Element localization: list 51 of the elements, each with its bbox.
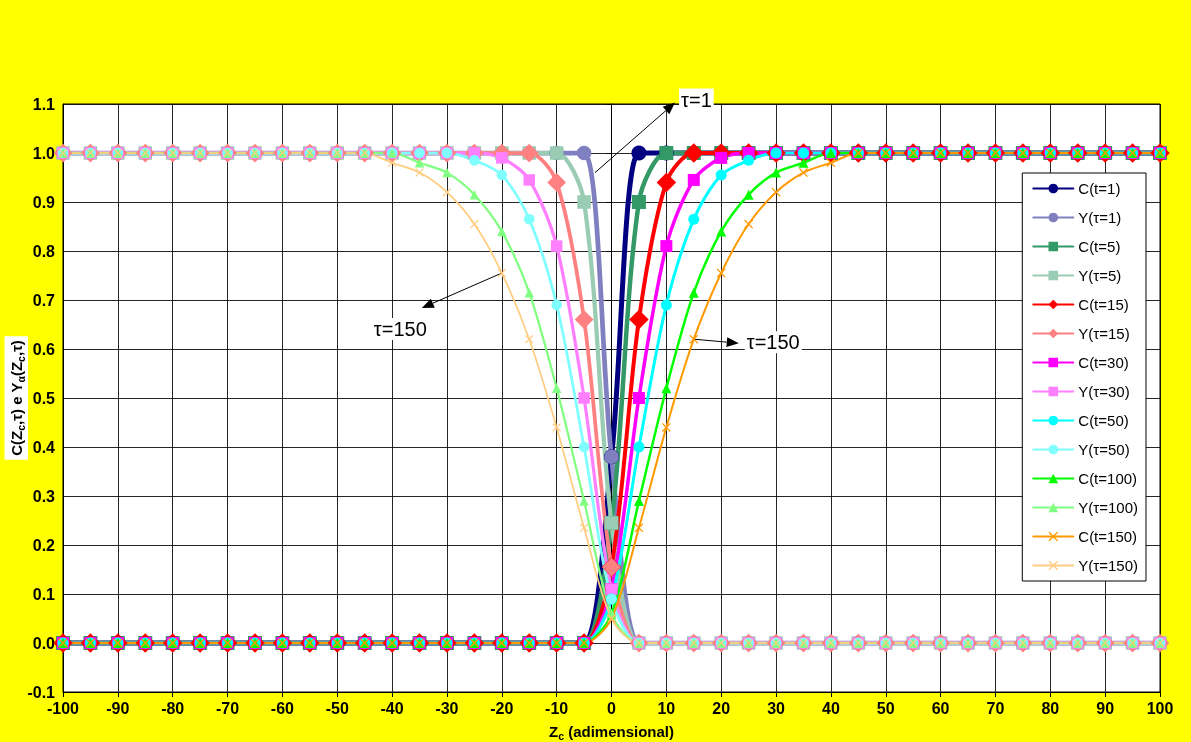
x-tick-label: 10 [657,699,676,717]
x-tick-label: -30 [435,699,459,717]
x-tick-label: 80 [1041,699,1060,717]
x-tick-label: 30 [767,699,786,717]
legend-label: Y(τ=150) [1078,557,1139,574]
y-tick-label: 0.4 [32,438,56,456]
x-tick-label: 40 [822,699,840,717]
legend-label: C(t=150) [1078,528,1138,545]
y-tick-label: 0.8 [32,242,56,260]
x-tick-label: -60 [270,699,295,717]
y-tick-label: 0.2 [32,536,56,554]
legend-label: Y(τ=30) [1078,383,1130,400]
x-tick-label: -40 [380,699,404,717]
y-tick-label: -0.1 [27,683,56,701]
y-tick-label: 0.6 [32,340,56,358]
x-tick-label: 90 [1096,699,1115,717]
y-tick-label: 0.9 [32,193,56,211]
x-tick-label: -80 [161,699,185,717]
x-tick-label: 20 [712,699,731,717]
x-tick-label: 100 [1146,699,1174,717]
x-tick-label: 50 [876,699,895,717]
legend-label: Y(τ=1) [1078,209,1122,226]
y-tick-label: 0.3 [32,487,56,505]
y-tick-label: 1.0 [32,144,56,162]
annotation: τ=1 [681,88,712,111]
x-tick-label: 70 [986,699,1005,717]
x-tick-label: -20 [490,699,514,717]
x-tick-label: -10 [545,699,569,717]
x-tick-label: 0 [607,699,617,717]
legend-label: C(t=30) [1078,354,1129,371]
y-tick-label: 0.5 [32,389,56,407]
legend-label: C(t=1) [1078,180,1121,197]
y-tick-label: 1.1 [32,95,56,113]
x-tick-label: -100 [46,699,80,717]
legend-label: C(t=15) [1078,296,1129,313]
x-tick-label: -90 [106,699,130,717]
legend-label: Y(τ=15) [1078,325,1130,342]
y-tick-label: 0.0 [32,634,56,652]
annotation: τ=150 [746,331,800,354]
x-tick-label: -70 [215,699,240,717]
legend-label: Y(τ=5) [1078,267,1122,284]
x-tick-label: 60 [931,699,950,717]
x-tick-label: -50 [325,699,349,717]
y-tick-label: 0.1 [32,585,56,603]
legend-label: C(t=50) [1078,412,1129,429]
annotation: τ=150 [373,318,427,341]
y-tick-label: 0.7 [32,291,56,309]
legend-label: Y(τ=50) [1078,441,1130,458]
legend-label: Y(τ=100) [1078,499,1139,516]
legend-label: C(t=100) [1078,470,1138,487]
legend-label: C(t=5) [1078,238,1121,255]
